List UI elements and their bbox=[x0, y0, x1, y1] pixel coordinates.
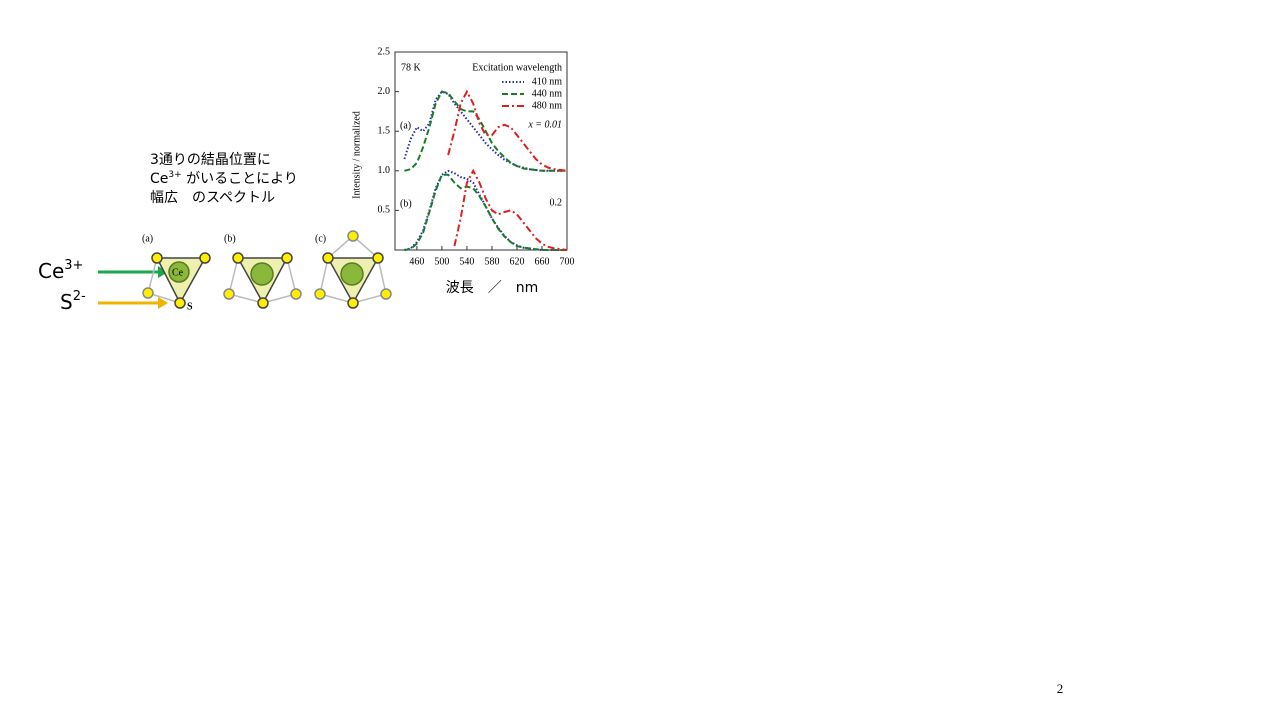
x-tick-label: 660 bbox=[534, 256, 549, 267]
annotation: 78 K bbox=[401, 62, 422, 73]
line-series bbox=[453, 168, 568, 251]
atom-label: S bbox=[187, 301, 193, 312]
line-series bbox=[447, 89, 568, 172]
structure-label: (b) bbox=[224, 233, 236, 244]
structure-label: (c) bbox=[315, 233, 326, 244]
ion-label: S2- bbox=[60, 289, 86, 314]
y-tick-label: 0.5 bbox=[378, 205, 391, 216]
note-sup: 3+ bbox=[168, 170, 181, 180]
ion-base: Ce bbox=[38, 259, 64, 283]
line-series bbox=[404, 173, 567, 251]
x-tick-label: 460 bbox=[409, 256, 424, 267]
legend-label: 480 nm bbox=[532, 100, 563, 111]
note-line: 3通りの結晶位置に bbox=[150, 152, 271, 168]
ion-base: S bbox=[60, 290, 73, 314]
line-series bbox=[404, 169, 567, 251]
x-tick-label: 500 bbox=[434, 256, 449, 267]
y-tick-label: 1.0 bbox=[378, 165, 391, 176]
annotation: (a) bbox=[400, 120, 411, 131]
x-axis-label: 波長 ／ nm bbox=[446, 280, 539, 296]
note-line: Ce3+ がいることにより bbox=[150, 170, 298, 188]
annotation: x = 0.01 bbox=[527, 119, 562, 130]
note-rest: がいることにより bbox=[182, 171, 298, 187]
legend-title: Excitation wavelength bbox=[472, 62, 562, 73]
structure-label: (a) bbox=[142, 233, 153, 244]
y-tick-label: 1.5 bbox=[378, 125, 391, 136]
annotation: (b) bbox=[400, 198, 412, 209]
x-tick-label: 700 bbox=[560, 256, 575, 267]
arrow-head bbox=[158, 266, 168, 278]
structure bbox=[142, 252, 211, 309]
note-base: Ce bbox=[150, 171, 168, 187]
legend-label: 440 nm bbox=[532, 88, 563, 99]
atom-label: Ce bbox=[172, 267, 184, 278]
ion-sup: 2- bbox=[73, 289, 86, 304]
structure bbox=[223, 252, 302, 309]
ion-sup: 3+ bbox=[64, 258, 83, 273]
page-number: 2 bbox=[1057, 681, 1064, 696]
line-series bbox=[404, 90, 567, 172]
legend-label: 410 nm bbox=[532, 76, 563, 87]
structure bbox=[314, 230, 392, 309]
y-axis-label: Intensity / normalized bbox=[351, 111, 362, 199]
y-tick-label: 2.5 bbox=[378, 46, 391, 57]
y-tick-label: 2.0 bbox=[378, 86, 391, 97]
x-tick-label: 620 bbox=[509, 256, 524, 267]
x-tick-label: 580 bbox=[484, 256, 499, 267]
x-tick-label: 540 bbox=[459, 256, 474, 267]
annotation: 0.2 bbox=[550, 197, 563, 208]
plot-frame bbox=[394, 51, 568, 251]
structures bbox=[142, 230, 392, 309]
note-line: 幅広 のスペクトル bbox=[150, 190, 275, 206]
ion-label: Ce3+ bbox=[38, 258, 83, 283]
arrow-head bbox=[158, 297, 168, 309]
